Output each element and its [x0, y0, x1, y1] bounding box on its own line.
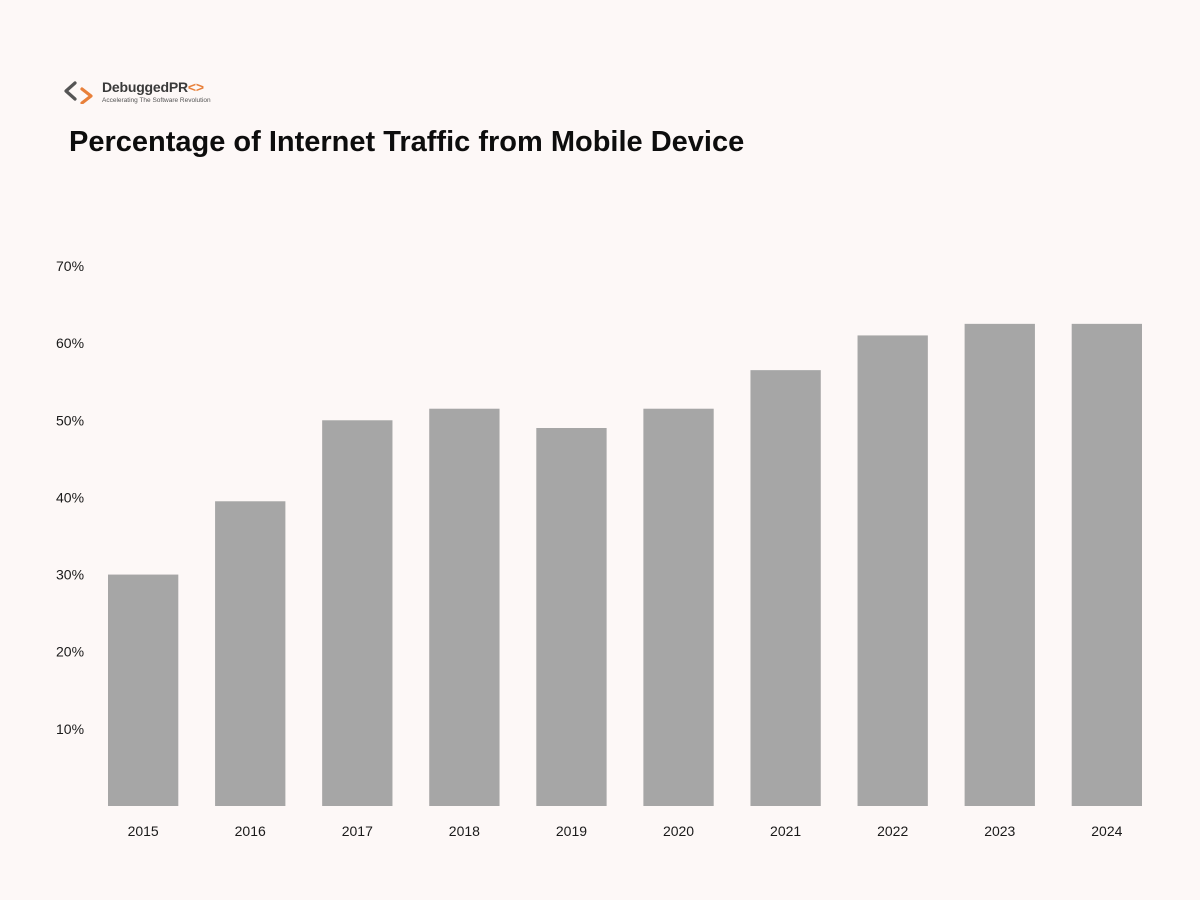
x-tick-label: 2018 — [449, 823, 480, 839]
y-tick-label: 20% — [56, 644, 84, 660]
y-tick-label: 10% — [56, 721, 84, 737]
x-tick-label: 2022 — [877, 823, 908, 839]
y-tick-label: 40% — [56, 489, 84, 505]
bar-2018 — [429, 408, 500, 806]
brand-tagline: Accelerating The Software Revolution — [102, 97, 211, 104]
x-tick-label: 2020 — [663, 823, 694, 839]
y-tick-label: 30% — [56, 567, 84, 583]
bar-2023 — [964, 323, 1035, 806]
x-tick-label: 2017 — [342, 823, 373, 839]
bar-2016 — [215, 501, 286, 806]
brand-name: DebuggedPR<> — [102, 79, 204, 95]
x-tick-label: 2015 — [128, 823, 159, 839]
y-tick-label: 70% — [56, 258, 84, 274]
bar-2024 — [1071, 323, 1142, 806]
bar-2021 — [750, 370, 821, 806]
bar-2019 — [536, 428, 607, 806]
x-tick-label: 2016 — [235, 823, 266, 839]
bar-2017 — [322, 420, 393, 806]
x-tick-label: 2021 — [770, 823, 801, 839]
bar-2020 — [643, 408, 714, 806]
brand-logo: DebuggedPR<> Accelerating The Software R… — [64, 78, 234, 108]
chart-title: Percentage of Internet Traffic from Mobi… — [69, 126, 745, 158]
bar-2015 — [108, 574, 179, 806]
x-tick-label: 2024 — [1091, 823, 1122, 839]
x-tick-label: 2019 — [556, 823, 587, 839]
code-brackets-icon — [64, 81, 93, 104]
brand-name-text: DebuggedPR — [102, 79, 188, 95]
x-tick-label: 2023 — [984, 823, 1015, 839]
y-tick-label: 50% — [56, 412, 84, 428]
brand-code-mark: <> — [187, 79, 204, 95]
y-tick-label: 60% — [56, 335, 84, 351]
bar-2022 — [857, 335, 928, 806]
